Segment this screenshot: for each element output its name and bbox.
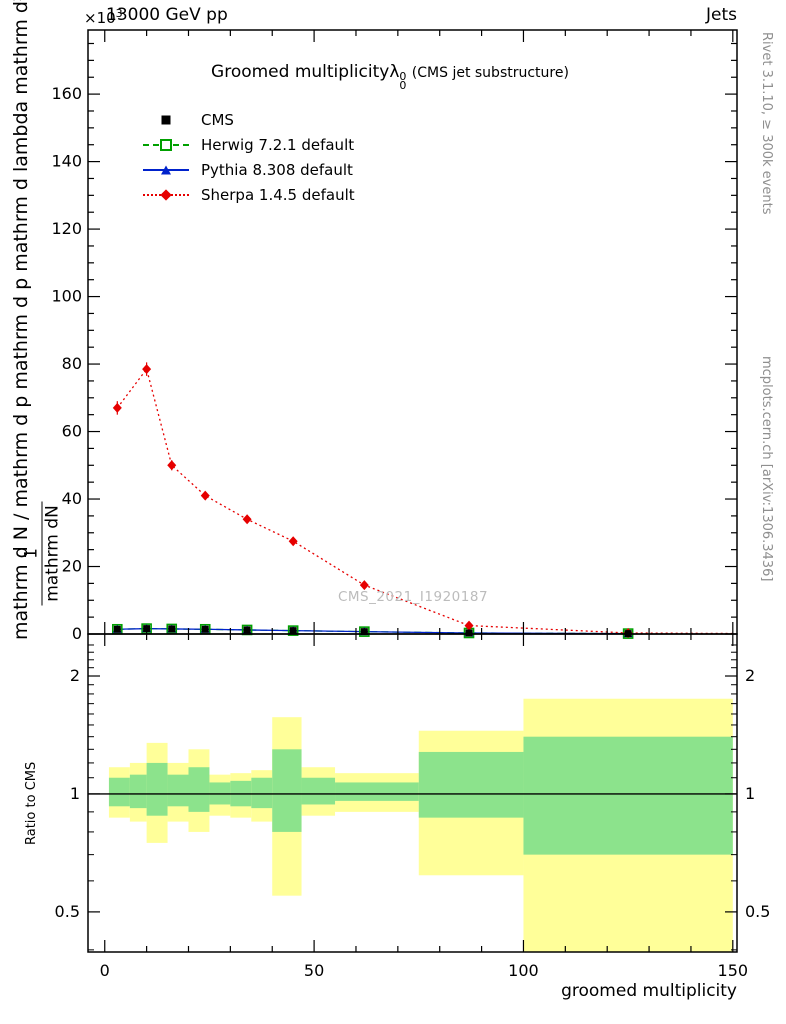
svg-text:2: 2 bbox=[745, 666, 755, 685]
lambda-symbol: λ bbox=[389, 62, 400, 82]
svg-text:0: 0 bbox=[100, 961, 110, 980]
svg-text:80: 80 bbox=[62, 354, 82, 373]
analysis-category-label: Jets bbox=[706, 5, 737, 25]
cms-marker-icon bbox=[143, 113, 189, 127]
svg-text:1: 1 bbox=[70, 784, 80, 803]
svg-text:120: 120 bbox=[51, 219, 82, 238]
plot-title: Groomed multiplicityλ 0 0 (CMS jet substru… bbox=[130, 62, 650, 92]
legend-label-herwig: Herwig 7.2.1 default bbox=[201, 136, 355, 154]
svg-text:60: 60 bbox=[62, 422, 82, 441]
legend-item-cms: CMS bbox=[143, 110, 355, 130]
legend-label-pythia: Pythia 8.308 default bbox=[201, 161, 353, 179]
legend-item-pythia: Pythia 8.308 default bbox=[143, 160, 355, 180]
legend: CMS Herwig 7.2.1 default Pythia 8.308 de… bbox=[143, 110, 355, 205]
y-axis-multiplier-base: ×10 bbox=[84, 9, 116, 27]
svg-text:150: 150 bbox=[718, 961, 749, 980]
svg-text:140: 140 bbox=[51, 152, 82, 171]
ratio-y-axis-label: Ratio to CMS bbox=[24, 761, 39, 845]
plot-title-text: Groomed multiplicity bbox=[211, 62, 390, 82]
svg-text:0.5: 0.5 bbox=[55, 902, 80, 921]
sherpa-marker-icon bbox=[143, 188, 189, 202]
watermark: CMS_2021_I1920187 bbox=[337, 589, 489, 605]
rivet-version-label: Rivet 3.1.10, ≥ 300k events bbox=[759, 32, 774, 215]
svg-text:0: 0 bbox=[72, 624, 82, 643]
legend-item-herwig: Herwig 7.2.1 default bbox=[143, 135, 355, 155]
mcplots-reference-label: mcplots.cern.ch [arXiv:1306.3436] bbox=[759, 356, 774, 582]
svg-text:100: 100 bbox=[51, 287, 82, 306]
svg-text:0.5: 0.5 bbox=[745, 902, 770, 921]
legend-label-sherpa: Sherpa 1.4.5 default bbox=[201, 186, 355, 204]
y-axis-multiplier: ×103 bbox=[84, 7, 123, 27]
svg-text:20: 20 bbox=[62, 557, 82, 576]
y-axis-fraction-numerator: 1 bbox=[21, 548, 42, 559]
lambda-sup: 0 bbox=[399, 70, 407, 83]
legend-label-cms: CMS bbox=[201, 111, 234, 129]
y-axis-fraction-denominator: mathrm dN bbox=[41, 501, 63, 606]
beam-energy-label: 13000 GeV pp bbox=[106, 5, 228, 25]
legend-item-sherpa: Sherpa 1.4.5 default bbox=[143, 185, 355, 205]
lambda-sub: 0 bbox=[399, 79, 407, 92]
pythia-marker-icon bbox=[143, 163, 189, 177]
svg-text:160: 160 bbox=[51, 84, 82, 103]
svg-text:50: 50 bbox=[304, 961, 324, 980]
y-axis-label-fraction: 1 mathrm dN bbox=[22, 494, 63, 614]
svg-text:2: 2 bbox=[70, 666, 80, 685]
y-axis-multiplier-exp: 3 bbox=[115, 7, 123, 20]
svg-text:100: 100 bbox=[508, 961, 539, 980]
herwig-marker-icon bbox=[143, 138, 189, 152]
svg-text:1: 1 bbox=[745, 784, 755, 803]
svg-text:40: 40 bbox=[62, 489, 82, 508]
plot-title-suffix: (CMS jet substructure) bbox=[411, 65, 569, 81]
x-axis-title: groomed multiplicity bbox=[561, 981, 737, 1001]
